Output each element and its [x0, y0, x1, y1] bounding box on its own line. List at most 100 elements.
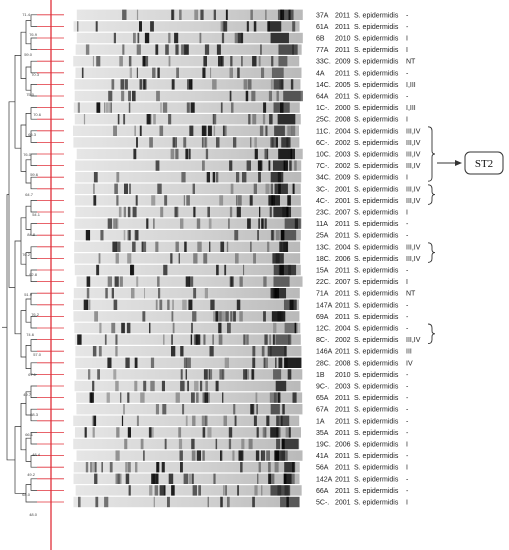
- gel-band: [133, 148, 137, 160]
- gel-band: [222, 392, 224, 403]
- gel-band: [99, 322, 102, 334]
- gel-band: [229, 67, 233, 78]
- isolate-id: 35A: [316, 430, 329, 437]
- st2-callout: ST2: [437, 151, 504, 175]
- gel-band: [188, 299, 193, 310]
- isolate-id: 147A: [316, 302, 333, 309]
- gel-band: [236, 172, 240, 183]
- gel-band: [149, 137, 153, 148]
- gel-band: [220, 496, 223, 508]
- gel-lane-background: [76, 32, 303, 44]
- gel-band: [264, 427, 267, 438]
- gel-band: [202, 137, 206, 148]
- gel-lane-background: [74, 264, 301, 276]
- sccmec-type: -: [406, 70, 409, 77]
- gel-band: [191, 438, 195, 450]
- gel-band: [155, 160, 160, 171]
- gel-band: [155, 299, 158, 310]
- gel-band: [278, 56, 288, 67]
- gel-band: [88, 369, 91, 380]
- sccmec-type: -: [406, 488, 409, 495]
- gel-band: [171, 346, 176, 357]
- gel-band: [190, 102, 195, 113]
- st2-box: [464, 151, 504, 175]
- gel-band: [110, 102, 112, 113]
- gel-band: [171, 485, 175, 496]
- gel-band: [168, 114, 172, 125]
- gel-band: [142, 311, 146, 322]
- gel-band: [220, 241, 225, 252]
- sccmec-type: I,III: [406, 82, 416, 89]
- gel-band: [257, 230, 259, 241]
- isolate-row: 3C-. 2001 S. epidermidis III,IV: [316, 186, 421, 193]
- gel-band: [131, 288, 135, 299]
- gel-band: [140, 438, 144, 450]
- isolation-year: 2011: [335, 24, 350, 31]
- isolate-id: 10C.: [316, 152, 331, 159]
- gel-band: [107, 218, 113, 229]
- gel-band: [267, 21, 282, 32]
- gel-lane-background: [75, 206, 302, 218]
- gel-band: [216, 137, 220, 148]
- species-name: S. epidermidis: [354, 407, 399, 414]
- gel-band: [86, 299, 91, 310]
- isolate-id: 33C.: [316, 59, 331, 66]
- gel-band: [253, 21, 257, 32]
- gel-band: [155, 473, 159, 484]
- dendrogram-branch: [30, 478, 37, 491]
- gel-band: [237, 195, 242, 206]
- gel-band: [285, 427, 289, 438]
- isolate-id: 37A: [316, 12, 329, 19]
- gel-band: [233, 137, 237, 148]
- gel-band: [189, 125, 193, 136]
- gel-band: [261, 218, 264, 229]
- isolate-id: 11C.: [316, 128, 330, 135]
- isolation-year: 2011: [335, 407, 350, 414]
- isolation-year: 2006: [335, 256, 351, 263]
- gel-band: [120, 392, 122, 403]
- gel-band: [78, 496, 81, 508]
- gel-lane-background: [73, 462, 300, 473]
- gel-band: [93, 183, 95, 194]
- gel-band: [275, 137, 278, 148]
- gel-band: [135, 230, 139, 241]
- isolate-id: 67A: [316, 407, 329, 414]
- gel-band: [128, 102, 131, 113]
- gel-band: [136, 44, 141, 55]
- gel-band: [272, 253, 284, 264]
- gel-band: [274, 450, 285, 461]
- gel-band: [292, 299, 297, 310]
- species-name: S. epidermidis: [354, 82, 399, 89]
- similarity-value: 76.0: [23, 152, 32, 157]
- gel-band: [165, 44, 169, 55]
- gel-band: [255, 392, 258, 403]
- isolation-year: 2011: [335, 70, 350, 77]
- isolation-year: 2011: [335, 94, 350, 101]
- gel-band: [275, 334, 292, 345]
- gel-band: [115, 473, 120, 484]
- gel-band: [117, 473, 122, 484]
- gel-band: [259, 125, 264, 136]
- gel-band: [219, 369, 224, 380]
- gel-band: [203, 334, 206, 345]
- gel-band: [117, 114, 120, 125]
- sccmec-type: III,IV: [406, 163, 421, 170]
- gel-band: [155, 404, 159, 415]
- gel-band: [278, 148, 292, 160]
- isolate-row: 61A 2011 S. epidermidis -: [316, 24, 409, 31]
- gel-band: [196, 450, 201, 461]
- gel-band: [256, 404, 258, 415]
- dendrogram-branch: [8, 101, 15, 288]
- gel-band: [243, 369, 247, 380]
- gel-band: [273, 276, 290, 287]
- gel-lane: [74, 183, 301, 194]
- gel-band: [276, 90, 279, 102]
- isolate-id: 77A: [316, 47, 329, 54]
- isolate-row: 1A 2011 S. epidermidis -: [316, 418, 409, 425]
- gel-band: [219, 195, 224, 206]
- gel-band: [188, 473, 193, 484]
- gel-band: [221, 450, 223, 461]
- gel-band: [266, 450, 270, 461]
- gel-band: [227, 322, 231, 334]
- sccmec-type: III,IV: [406, 140, 421, 147]
